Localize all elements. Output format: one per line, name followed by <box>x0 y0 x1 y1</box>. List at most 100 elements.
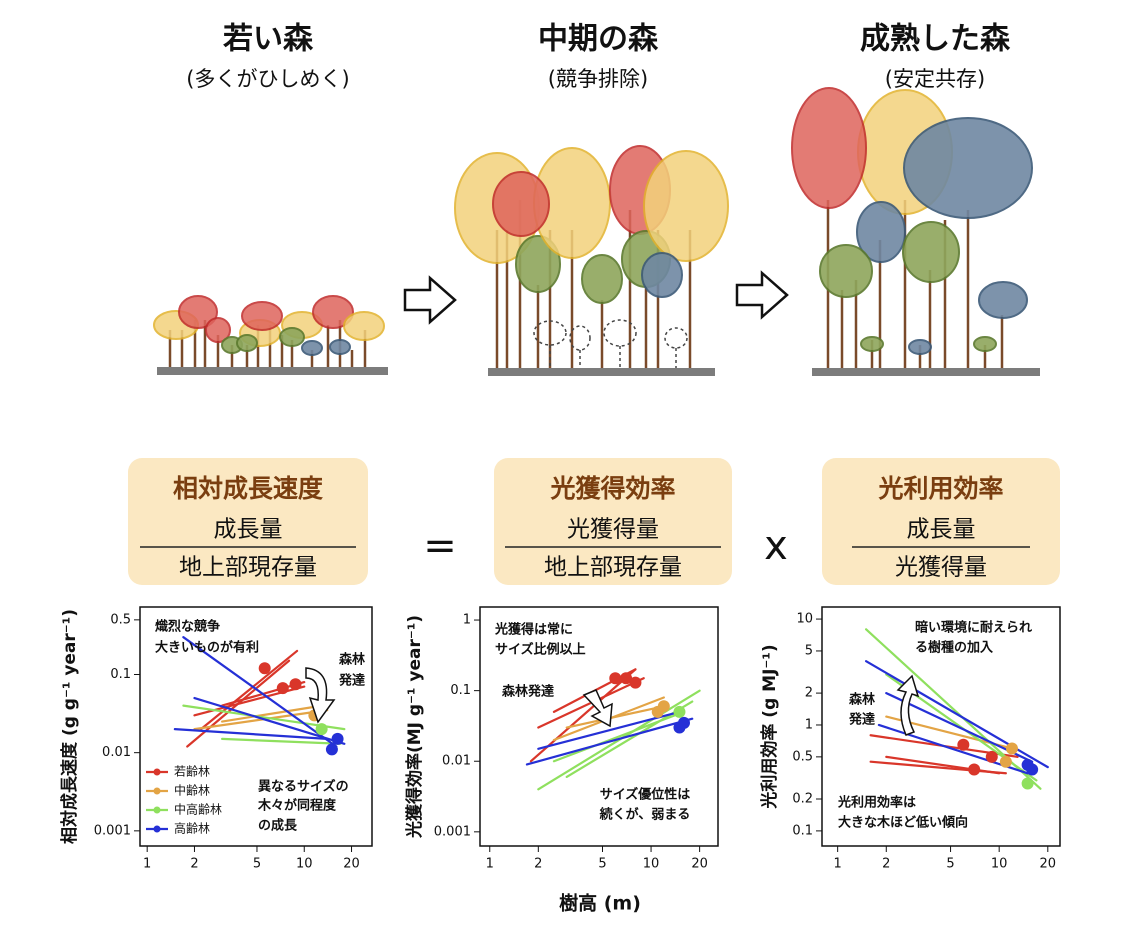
x-tick-label: 1 <box>486 857 494 872</box>
fit-line <box>869 760 1007 775</box>
y-axis-label: 相対成長速度 (g g⁻¹ year⁻¹) <box>59 609 80 844</box>
x-tick-label: 10 <box>643 857 660 872</box>
legend-label: 高齢林 <box>174 822 210 836</box>
equation: 相対成長速度 成長量 地上部現存量 = 光獲得効率 光獲得量 地上部現存量 x … <box>128 458 1060 585</box>
fit-line <box>199 649 299 731</box>
point <box>999 755 1012 768</box>
x-tick-label: 5 <box>598 857 606 872</box>
point <box>629 676 642 689</box>
point <box>651 705 664 718</box>
x-tick-label: 5 <box>253 857 261 872</box>
annotation: 木々が同程度 <box>257 798 337 814</box>
plot-area <box>173 636 346 756</box>
x-tick-label: 10 <box>296 857 313 872</box>
annotation: る樹種の加入 <box>915 640 994 656</box>
legend-label: 若齢林 <box>174 765 210 779</box>
plots: 0.5 0.1 0.01 0.001 1 2 5 10 20 相対成長速度 (g g⁻¹ year… <box>59 606 1061 872</box>
numerator: 成長量 <box>214 517 283 543</box>
point <box>1021 777 1034 790</box>
annotation: 森林 <box>339 652 365 668</box>
stage-subtitle: (安定共存) <box>885 67 985 91</box>
y-tick-label: 0.5 <box>792 749 813 764</box>
equation-box <box>822 458 1060 585</box>
legend-swatch-dot <box>153 768 161 776</box>
point <box>325 743 338 756</box>
stage-subtitle: (競争排除) <box>548 67 648 91</box>
point <box>276 682 289 695</box>
point <box>315 723 328 736</box>
x-tick-label: 2 <box>882 857 890 872</box>
mature-forest <box>791 87 1040 376</box>
point <box>609 672 622 685</box>
development-arrow <box>305 667 336 724</box>
legend-swatch-dot <box>153 825 161 833</box>
x-tick-label: 2 <box>534 857 542 872</box>
y-tick-label: 0.1 <box>450 683 471 698</box>
y-tick-label: 1 <box>805 717 813 732</box>
y-tick-label: 10 <box>796 612 813 627</box>
y-tick-label: 2 <box>805 686 813 701</box>
fit-line <box>173 728 329 741</box>
y-tick-label: 5 <box>805 643 813 658</box>
x-tick-label: 2 <box>190 857 198 872</box>
fit-line <box>193 696 346 745</box>
fit-line <box>565 705 665 729</box>
plot-area <box>864 628 1049 790</box>
point <box>968 763 981 776</box>
annotation: 熾烈な競争 <box>155 619 220 635</box>
annotation: 光獲得は常に <box>494 622 573 638</box>
equation-box <box>494 458 732 585</box>
point <box>289 678 302 691</box>
x-tick-label: 20 <box>1040 857 1057 872</box>
point <box>677 716 690 729</box>
numerator: 成長量 <box>907 517 976 543</box>
plot: 10 5 2 1 0.5 0.2 0.1 1 2 5 10 20 光利用効率 (g MJ⁻¹) <box>759 606 1061 872</box>
fit-line <box>193 709 329 731</box>
equation-term-title: 相対成長速度 <box>173 474 323 503</box>
legend-swatch-dot <box>153 806 161 814</box>
plot: 1 0.1 0.01 0.001 1 2 5 10 20 光獲得効率(MJ g⁻¹ year⁻¹) <box>404 606 719 872</box>
x-axis-label: 樹高 (m) <box>559 892 641 915</box>
stage-title: 中期の森 <box>538 22 659 57</box>
y-tick-label: 0.001 <box>434 824 471 839</box>
fit-line <box>525 717 694 766</box>
point <box>1005 742 1018 755</box>
annotation: の成長 <box>258 818 298 834</box>
point <box>620 672 633 685</box>
point <box>957 738 970 751</box>
numerator: 光獲得量 <box>567 517 659 543</box>
x-tick-label: 20 <box>691 857 708 872</box>
young-forest <box>153 295 388 375</box>
annotation: 光利用効率は <box>837 795 916 811</box>
stage-arrow <box>403 275 457 325</box>
y-tick-label: 0.2 <box>792 792 813 807</box>
point <box>331 732 344 745</box>
denominator: 地上部現存量 <box>544 555 682 581</box>
fit-line <box>221 737 342 745</box>
stage-title: 若い森 <box>223 22 314 57</box>
y-tick-label: 1 <box>463 613 471 628</box>
equation-box <box>128 458 368 585</box>
development-arrow <box>582 689 613 728</box>
fit-line <box>182 636 338 748</box>
development-arrow <box>896 674 920 736</box>
annotation: 大きいものが有利 <box>155 640 259 656</box>
denominator: 地上部現存量 <box>179 555 317 581</box>
legend-swatch-dot <box>153 787 161 795</box>
x-tick-label: 1 <box>834 857 842 872</box>
legend-label: 中高齢林 <box>174 802 222 817</box>
y-tick-label: 0.1 <box>110 667 131 682</box>
annotation: 発達 <box>338 673 365 689</box>
x-tick-label: 5 <box>946 857 954 872</box>
annotation: 大きな木ほど低い傾向 <box>838 815 968 831</box>
annotation: 暗い環境に耐えられ <box>915 620 1032 636</box>
equation-term-title: 光利用効率 <box>877 474 1003 503</box>
annotation: 森林発達 <box>502 684 554 700</box>
y-tick-label: 0.01 <box>442 754 471 769</box>
equation-term-title: 光獲得効率 <box>549 474 675 503</box>
y-axis-label: 光獲得効率(MJ g⁻¹ year⁻¹) <box>404 615 425 839</box>
legend-label: 中齢林 <box>174 783 210 798</box>
